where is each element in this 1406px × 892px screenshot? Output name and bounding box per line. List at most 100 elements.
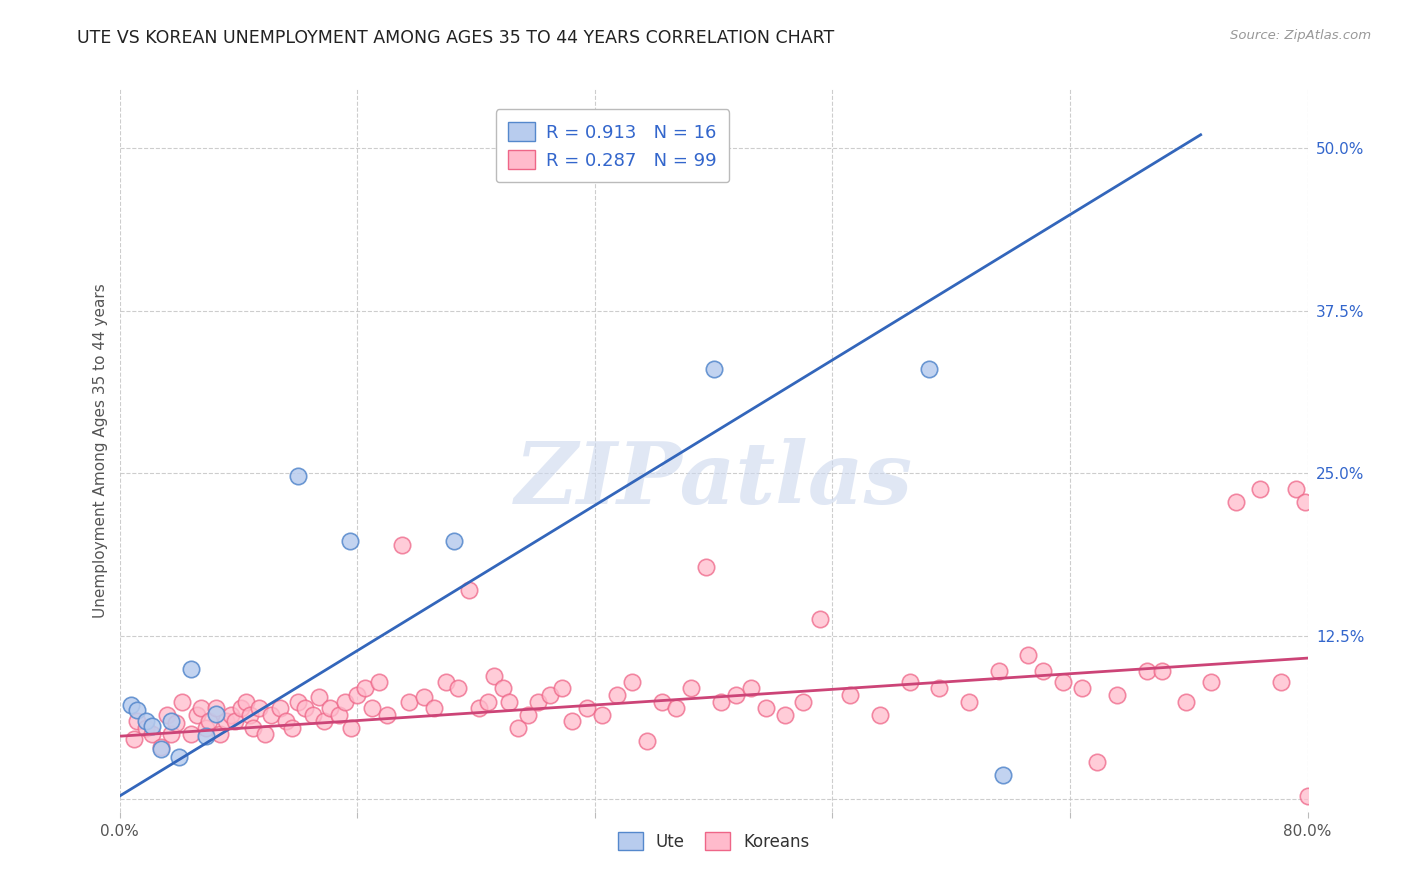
Point — [703, 362, 725, 376]
Point — [247, 700, 270, 714]
Point — [561, 714, 583, 728]
Point — [665, 700, 688, 714]
Point — [1107, 688, 1129, 702]
Point — [150, 742, 173, 756]
Point — [810, 612, 832, 626]
Point — [447, 681, 470, 695]
Point — [606, 688, 628, 702]
Point — [1085, 756, 1108, 770]
Point — [165, 716, 187, 731]
Point — [180, 726, 202, 740]
Point — [1225, 495, 1247, 509]
Point — [160, 714, 183, 728]
Point — [1270, 674, 1292, 689]
Point — [231, 700, 253, 714]
Point — [242, 722, 264, 736]
Y-axis label: Unemployment Among Ages 35 to 44 years: Unemployment Among Ages 35 to 44 years — [93, 283, 108, 618]
Point — [294, 700, 316, 714]
Point — [1249, 482, 1271, 496]
Point — [361, 700, 384, 714]
Point — [135, 722, 157, 736]
Point — [346, 688, 368, 702]
Text: ZIPatlas: ZIPatlas — [515, 438, 912, 521]
Point — [170, 695, 193, 709]
Point — [353, 681, 375, 695]
Point — [591, 708, 613, 723]
Point — [928, 681, 950, 695]
Point — [1017, 648, 1039, 663]
Point — [339, 533, 361, 548]
Point — [186, 708, 208, 723]
Point — [506, 722, 529, 736]
Point — [527, 695, 550, 709]
Point — [1032, 664, 1054, 678]
Point — [754, 700, 776, 714]
Point — [180, 661, 202, 675]
Point — [991, 768, 1014, 782]
Point — [1052, 674, 1074, 689]
Point — [281, 722, 304, 736]
Point — [477, 695, 499, 709]
Point — [987, 664, 1010, 678]
Point — [482, 669, 505, 683]
Point — [328, 708, 350, 723]
Point — [141, 719, 163, 733]
Point — [224, 714, 246, 728]
Point — [538, 688, 561, 702]
Point — [314, 714, 336, 728]
Point — [274, 714, 297, 728]
Text: UTE VS KOREAN UNEMPLOYMENT AMONG AGES 35 TO 44 YEARS CORRELATION CHART: UTE VS KOREAN UNEMPLOYMENT AMONG AGES 35… — [77, 29, 835, 46]
Point — [391, 538, 413, 552]
Point — [773, 708, 796, 723]
Point — [434, 674, 457, 689]
Point — [468, 700, 491, 714]
Point — [156, 708, 179, 723]
Point — [205, 707, 228, 722]
Point — [1285, 482, 1308, 496]
Point — [443, 533, 465, 548]
Point — [398, 695, 420, 709]
Point — [150, 739, 173, 754]
Point — [1150, 664, 1173, 678]
Point — [1070, 681, 1092, 695]
Point — [898, 674, 921, 689]
Point — [239, 708, 262, 723]
Point — [516, 708, 538, 723]
Point — [681, 681, 703, 695]
Point — [636, 734, 658, 748]
Point — [340, 722, 363, 736]
Text: Source: ZipAtlas.com: Source: ZipAtlas.com — [1230, 29, 1371, 42]
Point — [167, 750, 190, 764]
Point — [724, 688, 747, 702]
Point — [1199, 674, 1222, 689]
Point — [308, 690, 330, 705]
Point — [287, 695, 309, 709]
Point — [869, 708, 891, 723]
Point — [335, 695, 357, 709]
Point — [651, 695, 673, 709]
Point — [918, 362, 941, 376]
Point — [695, 560, 717, 574]
Point — [120, 698, 142, 712]
Point — [260, 708, 283, 723]
Point — [301, 708, 323, 723]
Point — [551, 681, 574, 695]
Point — [124, 731, 146, 746]
Point — [235, 695, 257, 709]
Point — [219, 708, 242, 723]
Point — [413, 690, 436, 705]
Point — [740, 681, 762, 695]
Point — [135, 714, 157, 728]
Point — [287, 468, 309, 483]
Point — [423, 700, 446, 714]
Point — [368, 674, 391, 689]
Point — [269, 700, 291, 714]
Point — [839, 688, 862, 702]
Point — [254, 726, 277, 740]
Point — [194, 729, 217, 743]
Point — [620, 674, 643, 689]
Point — [190, 700, 212, 714]
Point — [710, 695, 733, 709]
Point — [205, 700, 228, 714]
Point — [792, 695, 814, 709]
